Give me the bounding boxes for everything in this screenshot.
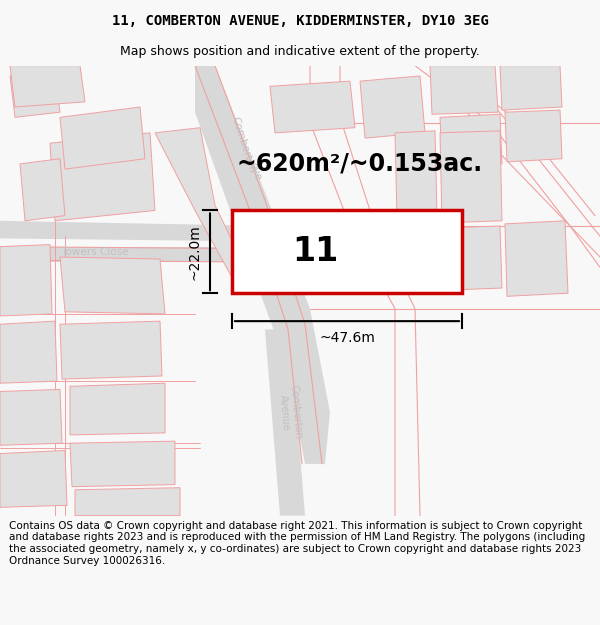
- Polygon shape: [60, 107, 145, 169]
- Polygon shape: [60, 321, 162, 379]
- Text: Towers Close: Towers Close: [61, 247, 129, 257]
- Polygon shape: [505, 221, 568, 296]
- Polygon shape: [440, 131, 502, 223]
- Polygon shape: [0, 389, 62, 445]
- Polygon shape: [10, 76, 60, 118]
- Polygon shape: [232, 211, 462, 293]
- Polygon shape: [0, 221, 270, 241]
- Polygon shape: [155, 127, 250, 283]
- Polygon shape: [430, 66, 498, 114]
- Polygon shape: [0, 321, 57, 383]
- Polygon shape: [445, 226, 502, 290]
- Polygon shape: [265, 329, 305, 516]
- Polygon shape: [70, 441, 175, 487]
- Polygon shape: [0, 451, 67, 508]
- Polygon shape: [0, 247, 270, 262]
- Polygon shape: [360, 76, 425, 138]
- Text: 11, COMBERTON AVENUE, KIDDERMINSTER, DY10 3EG: 11, COMBERTON AVENUE, KIDDERMINSTER, DY1…: [112, 14, 488, 28]
- Polygon shape: [500, 66, 562, 110]
- Polygon shape: [395, 229, 442, 290]
- Text: Ave: Ave: [248, 161, 263, 182]
- Polygon shape: [270, 81, 355, 133]
- Polygon shape: [395, 131, 437, 218]
- Text: ~620m²/~0.153ac.: ~620m²/~0.153ac.: [237, 152, 483, 176]
- Polygon shape: [505, 110, 562, 162]
- Polygon shape: [75, 488, 180, 516]
- Text: Contains OS data © Crown copyright and database right 2021. This information is : Contains OS data © Crown copyright and d…: [9, 521, 585, 566]
- Text: 11: 11: [292, 236, 338, 268]
- Text: Map shows position and indicative extent of the property.: Map shows position and indicative extent…: [120, 44, 480, 58]
- Polygon shape: [50, 133, 155, 221]
- Text: ~22.0m: ~22.0m: [188, 224, 202, 280]
- Polygon shape: [195, 66, 330, 464]
- Polygon shape: [60, 257, 165, 314]
- Polygon shape: [70, 383, 165, 435]
- Text: Comberton: Comberton: [229, 116, 257, 174]
- Polygon shape: [440, 114, 502, 167]
- Text: Comberton
Avenue: Comberton Avenue: [277, 384, 303, 440]
- Polygon shape: [0, 244, 52, 316]
- Polygon shape: [20, 159, 65, 221]
- Polygon shape: [10, 66, 85, 107]
- Text: ~47.6m: ~47.6m: [319, 331, 375, 346]
